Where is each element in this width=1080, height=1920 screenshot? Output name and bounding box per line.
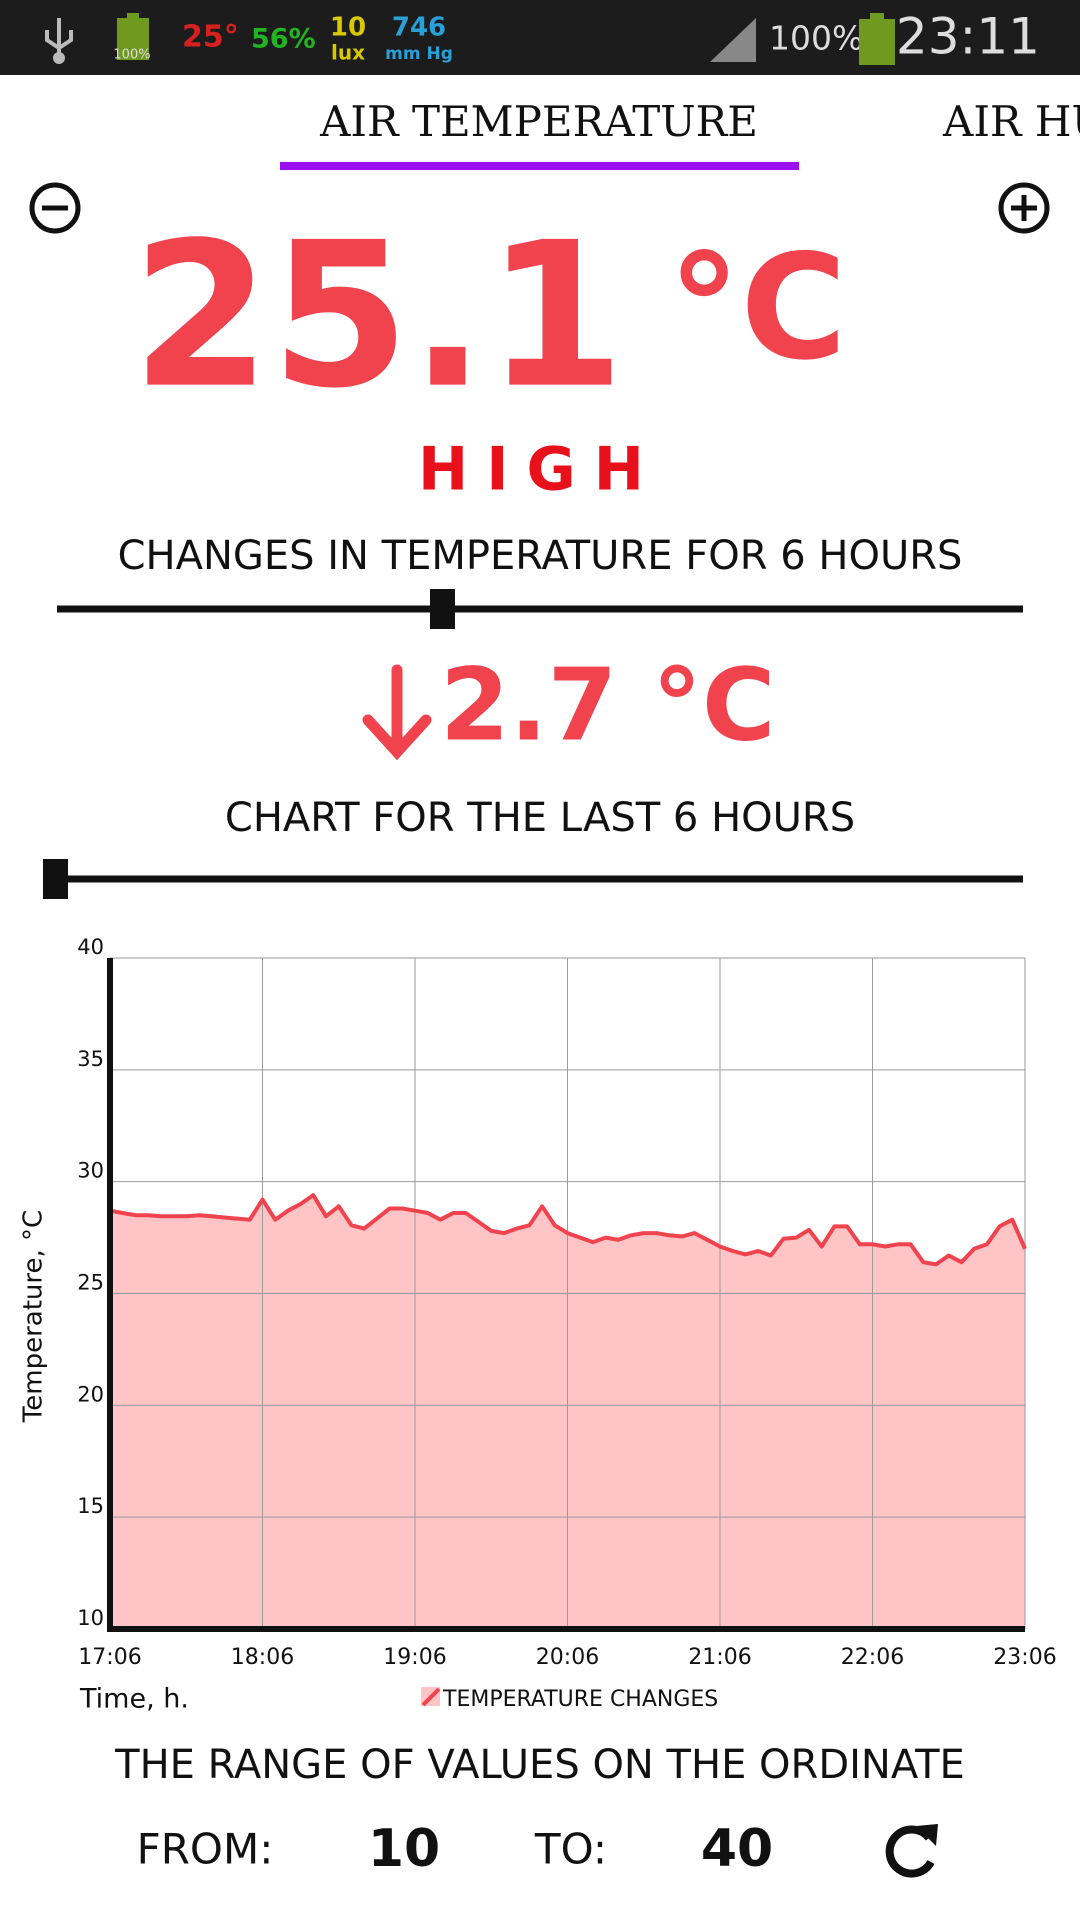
status-bar xyxy=(0,0,1080,75)
to-value[interactable]: 40 xyxy=(701,1819,773,1879)
battery-icon-label: 100% xyxy=(113,48,150,63)
y-tick-label: 25 xyxy=(77,1271,104,1295)
legend-label: TEMPERATURE CHANGES xyxy=(442,1687,718,1712)
from-value[interactable]: 10 xyxy=(368,1819,440,1879)
legend-swatch-line xyxy=(421,1687,441,1707)
status-time: 23:11 xyxy=(896,8,1040,66)
chart: 10 15 20 25 30 35 40 17:06 18:06 19:06 20:06 21:06 2… xyxy=(19,935,1057,1715)
y-tick-label: 35 xyxy=(77,1047,104,1071)
from-label: FROM: xyxy=(137,1825,274,1874)
changes-title: CHANGES IN TEMPERATURE FOR 6 HOURS xyxy=(118,533,963,579)
status-humidity: 56% xyxy=(251,24,316,55)
tab[interactable]: AIR TEMPERATURE xyxy=(319,97,758,146)
chart-title: CHART FOR THE LAST 6 HOURS xyxy=(225,795,855,841)
reading-level: HIGH xyxy=(418,435,662,505)
x-tick-label: 19:06 xyxy=(383,1645,446,1670)
status-pressure-unit: mm Hg xyxy=(385,44,453,64)
battery-cap-right xyxy=(870,13,884,20)
x-tick-label: 18:06 xyxy=(231,1645,294,1670)
status-pressure-value: 746 xyxy=(392,13,446,43)
slider-thumb[interactable] xyxy=(430,589,455,629)
refresh-button[interactable] xyxy=(885,1824,938,1878)
x-tick-label: 23:06 xyxy=(993,1645,1056,1670)
signal-icon xyxy=(710,18,756,62)
tab[interactable]: AIR HU xyxy=(942,97,1080,146)
plus-button[interactable] xyxy=(998,182,1050,234)
y-tick-label: 40 xyxy=(77,935,104,959)
down-arrow xyxy=(362,664,432,761)
reading-value: 25.1 xyxy=(132,200,625,433)
y-tick-label: 30 xyxy=(77,1159,104,1183)
slider-thumb[interactable] xyxy=(43,859,68,899)
y-tick-label: 10 xyxy=(77,1606,104,1630)
y-tick-label: 20 xyxy=(77,1382,104,1406)
status-light-unit: lux xyxy=(331,41,365,65)
line xyxy=(109,1193,1027,1267)
to-label: TO: xyxy=(534,1825,607,1874)
battery-cap xyxy=(127,13,139,19)
reading-unit: °C xyxy=(668,224,847,393)
battery-icon-right xyxy=(859,19,895,65)
status-temperature: 25° xyxy=(182,20,239,55)
tab-indicator xyxy=(280,162,799,170)
x-axis-label: Time, h. xyxy=(79,1684,189,1715)
status-battery: 100% xyxy=(769,19,863,58)
range-title: THE RANGE OF VALUES ON THE ORDINATE xyxy=(114,1742,965,1788)
battery-icon xyxy=(117,18,149,60)
changes-value: 2.7 °C xyxy=(440,646,775,763)
status-light-value: 10 xyxy=(330,13,366,43)
usb-icon xyxy=(45,18,73,64)
x-tick-label: 22:06 xyxy=(841,1645,904,1670)
y-tick-label: 15 xyxy=(77,1494,104,1518)
x-tick-label: 21:06 xyxy=(688,1645,751,1670)
minus-button[interactable] xyxy=(29,182,81,234)
y-axis-label: Temperature, °C xyxy=(19,1210,49,1423)
x-tick-label: 17:06 xyxy=(78,1645,141,1670)
x-tick-label: 20:06 xyxy=(536,1645,599,1670)
